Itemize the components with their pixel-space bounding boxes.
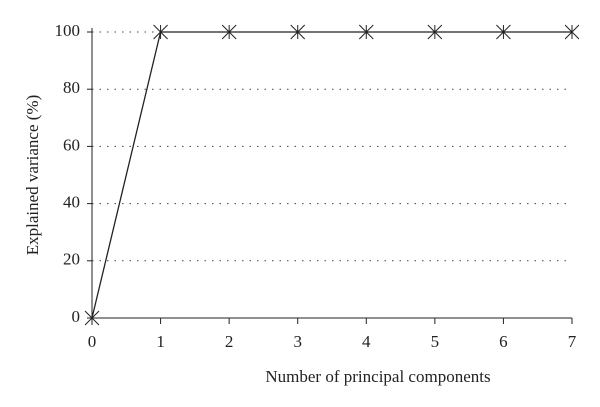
y-tick-label: 60 <box>63 135 80 154</box>
marker <box>427 24 443 40</box>
y-tick-label: 80 <box>63 78 80 97</box>
line <box>91 31 572 319</box>
y-tick-label: 40 <box>63 193 80 212</box>
marker <box>496 24 511 40</box>
marker <box>564 24 580 40</box>
x-tick-label: 2 <box>225 332 234 351</box>
marker <box>358 24 374 40</box>
x-tick-label: 0 <box>88 332 97 351</box>
y-tick-label: 100 <box>55 21 81 40</box>
marker <box>221 24 237 40</box>
marker <box>153 24 168 40</box>
x-tick-label: 5 <box>431 332 440 351</box>
x-tick-label: 6 <box>499 332 508 351</box>
x-axis-label: Number of principal components <box>265 367 490 386</box>
y-tick-label: 20 <box>63 250 80 269</box>
x-tick-label: 7 <box>568 332 577 351</box>
x-tick-label: 3 <box>293 332 302 351</box>
x-tick-label: 4 <box>362 332 371 351</box>
marker <box>84 310 100 326</box>
x-tick-label: 1 <box>156 332 165 351</box>
marker <box>290 24 306 40</box>
y-axis-label: Explained variance (%) <box>23 95 42 255</box>
y-tick-label: 0 <box>72 307 81 326</box>
